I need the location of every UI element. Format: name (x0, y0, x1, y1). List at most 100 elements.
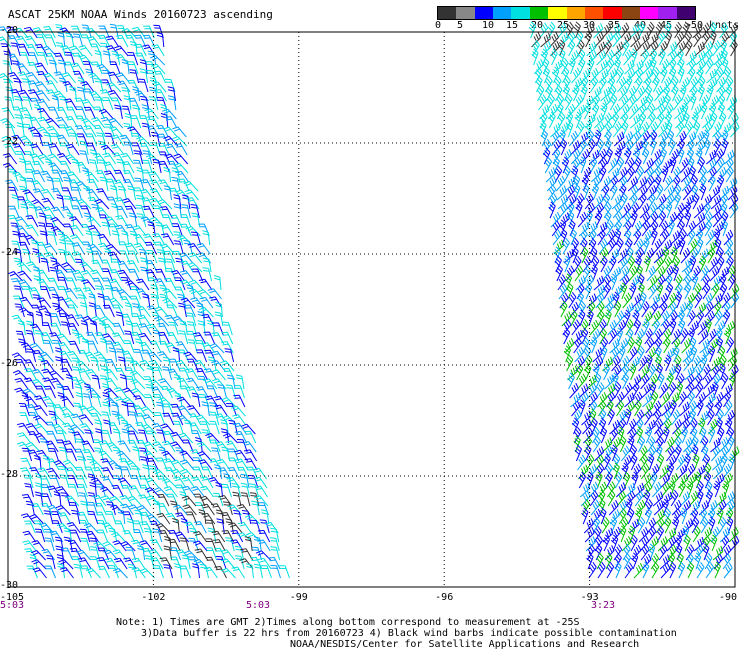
wind-barb (642, 392, 653, 408)
wind-barb (96, 63, 112, 75)
wind-barb (660, 66, 668, 84)
wind-barb (668, 318, 677, 336)
wind-barb (143, 450, 158, 462)
wind-barb (570, 165, 579, 183)
wind-barb (111, 203, 119, 219)
wind-barb (157, 331, 171, 345)
wind-barb (74, 448, 87, 462)
wind-barb (626, 166, 636, 183)
wind-barb (678, 237, 686, 255)
wind-barb (233, 509, 243, 525)
wind-barb (562, 84, 570, 102)
wind-barb (650, 471, 658, 489)
wind-barb (108, 297, 124, 309)
wind-barb (652, 318, 661, 336)
wind-barb (616, 66, 624, 84)
wind-barb (666, 462, 675, 480)
wind-barb (688, 336, 697, 354)
wind-barb (630, 534, 638, 552)
wind-barb (666, 535, 677, 552)
wind-barb (667, 454, 677, 471)
wind-barb (102, 304, 115, 318)
wind-barb (719, 282, 728, 300)
wind-barb (705, 229, 716, 246)
wind-barb (728, 372, 736, 390)
wind-barb (724, 400, 733, 417)
wind-barb (673, 192, 682, 210)
wind-barb (656, 453, 665, 471)
wind-barb (199, 296, 214, 309)
wind-barb (625, 157, 635, 174)
wind-barb (654, 174, 662, 192)
wind-barb (60, 45, 75, 57)
wind-barb (688, 238, 698, 255)
wind-barb (279, 565, 290, 579)
wind-barb (171, 270, 186, 282)
wind-barb (651, 310, 662, 327)
wind-barb (585, 113, 596, 129)
wind-barb (45, 440, 59, 453)
wind-barb (720, 201, 728, 219)
wind-barb (164, 116, 178, 129)
wind-barb (583, 95, 594, 111)
wind-barb (34, 528, 46, 543)
wind-barb (619, 94, 629, 111)
wind-barb (126, 518, 135, 534)
wind-barb (591, 86, 602, 102)
wind-barb (174, 531, 190, 543)
wind-barb (600, 255, 608, 273)
wind-barb (655, 517, 665, 534)
wind-barb (714, 148, 724, 165)
wind-barb (637, 282, 645, 300)
wind-barb (48, 448, 60, 462)
wind-barb (121, 401, 129, 417)
wind-barb (709, 95, 720, 111)
wind-barb (118, 241, 130, 255)
wind-barb (44, 565, 56, 579)
wind-barb (685, 544, 695, 561)
wind-barb (193, 540, 208, 552)
wind-barb (85, 133, 98, 147)
wind-barb (665, 193, 675, 210)
wind-barb (610, 444, 618, 462)
wind-barb (721, 463, 732, 480)
wind-barb (666, 445, 675, 462)
wind-barb (692, 23, 703, 39)
wind-barb (661, 401, 672, 417)
wind-barb (186, 284, 195, 300)
wind-barb (627, 435, 635, 453)
wind-barb (236, 439, 248, 453)
wind-barb (111, 230, 121, 246)
wind-barb (686, 480, 694, 498)
wind-barb (689, 76, 699, 93)
wind-barb (109, 61, 121, 75)
wind-barb (191, 392, 201, 408)
wind-barb (215, 302, 223, 318)
wind-barb (12, 295, 25, 309)
wind-barb (567, 365, 578, 381)
wind-barb (712, 211, 723, 228)
wind-barb (13, 285, 24, 300)
wind-barb (654, 85, 664, 102)
wind-barb (569, 140, 581, 156)
wind-barb (665, 273, 673, 291)
wind-barb (718, 273, 727, 291)
wind-barb (645, 354, 653, 372)
wind-barb (567, 31, 576, 48)
wind-barb (94, 96, 105, 111)
wind-barb (539, 22, 549, 39)
wind-barb (135, 422, 148, 435)
wind-barb (125, 546, 137, 561)
wind-barb (221, 341, 234, 354)
wind-barb (244, 430, 257, 444)
wind-barb (235, 374, 245, 390)
wind-barb (141, 197, 155, 210)
wind-barb (99, 338, 108, 354)
wind-barb (138, 429, 149, 444)
wind-barb (705, 149, 717, 165)
wind-barb (658, 210, 667, 228)
wind-barb (628, 94, 638, 111)
wind-barb (129, 360, 145, 372)
wind-barb (664, 185, 675, 201)
wind-barb (668, 561, 677, 579)
